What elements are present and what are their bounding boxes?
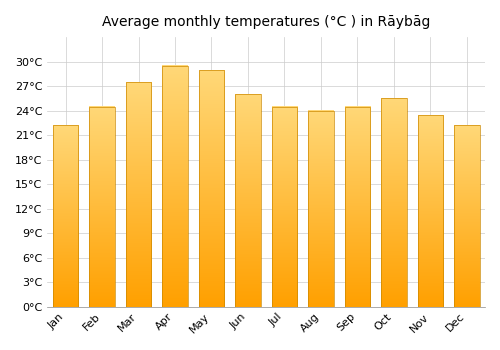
Bar xyxy=(344,106,370,307)
Bar xyxy=(418,115,443,307)
Bar xyxy=(308,111,334,307)
Bar xyxy=(90,106,115,307)
Bar xyxy=(126,82,152,307)
Title: Average monthly temperatures (°C ) in Rāybāg: Average monthly temperatures (°C ) in Rā… xyxy=(102,15,430,29)
Bar xyxy=(198,70,224,307)
Bar xyxy=(235,94,260,307)
Bar xyxy=(272,106,297,307)
Bar xyxy=(454,125,479,307)
Bar xyxy=(381,98,406,307)
Bar xyxy=(162,66,188,307)
Bar xyxy=(53,125,78,307)
